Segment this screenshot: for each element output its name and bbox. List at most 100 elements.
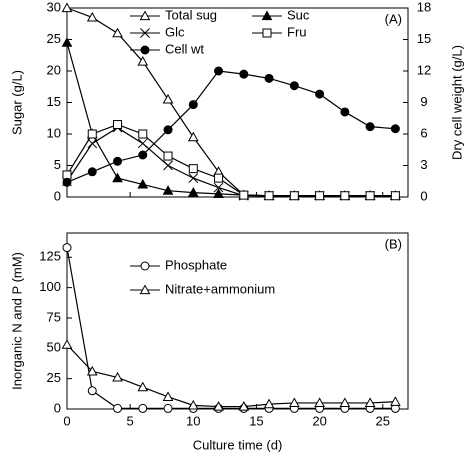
legend-marker <box>262 28 272 38</box>
legend-label: Suc <box>287 7 310 22</box>
plot-frame <box>66 232 409 410</box>
data-point <box>340 191 350 201</box>
data-point <box>137 178 149 189</box>
data-point <box>163 151 173 161</box>
y2-tick-label: 9 <box>420 94 427 109</box>
data-point <box>264 191 274 201</box>
data-point <box>138 150 148 160</box>
y-tick-label: 10 <box>47 125 61 140</box>
panel-label: (A) <box>385 11 402 26</box>
data-point <box>263 398 275 409</box>
x-tick-label: 5 <box>127 413 134 428</box>
data-point <box>87 167 97 177</box>
legend-label: Total sug <box>165 7 217 22</box>
data-point <box>239 69 249 79</box>
data-point <box>112 172 123 183</box>
legend-marker <box>139 284 151 295</box>
data-point <box>138 403 148 413</box>
data-point <box>162 93 174 104</box>
y2-axis-label: Dry cell weight (g/L) <box>449 45 464 160</box>
data-point <box>239 190 249 200</box>
data-point <box>137 381 149 392</box>
series-line <box>66 344 396 408</box>
y2-tick-label: 18 <box>417 0 431 14</box>
data-point <box>187 131 199 142</box>
y-tick-label: 0 <box>54 188 61 203</box>
data-point <box>289 81 299 91</box>
data-point <box>87 129 97 139</box>
data-point <box>390 396 401 406</box>
data-point <box>163 125 173 135</box>
legend-label: Fru <box>287 24 307 39</box>
data-point <box>315 89 325 99</box>
y-tick-label: 0 <box>54 400 61 415</box>
legend-label: Phosphate <box>165 257 227 272</box>
data-point <box>87 138 98 149</box>
data-point <box>213 401 224 411</box>
data-point <box>62 177 72 187</box>
y-tick-label: 5 <box>54 157 61 172</box>
data-point <box>163 403 173 413</box>
y2-tick-label: 0 <box>420 188 427 203</box>
legend-label: Glc <box>165 24 185 39</box>
y-tick-label: 50 <box>47 340 61 355</box>
data-point <box>162 391 174 401</box>
data-point <box>340 107 350 117</box>
data-point <box>365 122 375 132</box>
data-point <box>61 339 73 349</box>
y-axis-label: Inorganic N and P (mM) <box>9 252 24 390</box>
x-axis-label: Culture time (d) <box>193 437 283 452</box>
y-tick-label: 75 <box>47 309 61 324</box>
data-point <box>288 397 300 408</box>
data-point <box>61 37 73 47</box>
x-tick-label: 10 <box>186 413 200 428</box>
y-tick-label: 15 <box>47 94 61 109</box>
x-tick-label: 15 <box>249 413 263 428</box>
data-point <box>339 397 351 408</box>
x-tick-label: 0 <box>63 413 70 428</box>
data-point <box>61 2 73 13</box>
data-point <box>264 73 274 83</box>
y2-tick-label: 15 <box>417 31 431 46</box>
y-tick-label: 30 <box>47 0 61 14</box>
data-point <box>238 401 250 411</box>
data-point <box>213 188 224 198</box>
x-tick-label: 20 <box>312 413 326 428</box>
legend-marker <box>261 10 273 21</box>
data-point <box>188 100 198 110</box>
y2-tick-label: 6 <box>420 125 427 140</box>
data-point <box>213 182 224 193</box>
legend-label: Nitrate+ammonium <box>165 281 275 296</box>
x-tick-label: 25 <box>376 413 390 428</box>
data-point <box>86 11 98 22</box>
data-point <box>187 399 199 410</box>
y2-tick-label: 3 <box>420 157 427 172</box>
series-line <box>66 42 396 197</box>
y-tick-label: 25 <box>47 370 61 385</box>
data-point <box>86 365 98 376</box>
y-tick-label: 25 <box>47 31 61 46</box>
data-point <box>289 191 299 201</box>
data-point <box>187 187 199 197</box>
y-axis-label: Sugar (g/L) <box>9 70 24 135</box>
data-point <box>390 124 400 134</box>
y-tick-label: 20 <box>47 62 61 77</box>
data-point <box>365 191 375 201</box>
legend-marker <box>139 10 151 21</box>
data-point <box>390 191 400 201</box>
data-point <box>188 164 198 174</box>
data-point <box>188 173 199 183</box>
data-point <box>214 173 224 183</box>
legend-label: Cell wt <box>165 41 204 56</box>
data-point <box>214 66 224 76</box>
data-point <box>315 191 325 201</box>
data-point <box>112 27 123 38</box>
data-point <box>112 371 123 382</box>
data-point <box>113 120 123 130</box>
data-point <box>113 156 123 166</box>
data-point <box>163 160 173 171</box>
data-point <box>137 56 149 66</box>
data-point <box>137 138 148 149</box>
data-point <box>113 403 123 413</box>
